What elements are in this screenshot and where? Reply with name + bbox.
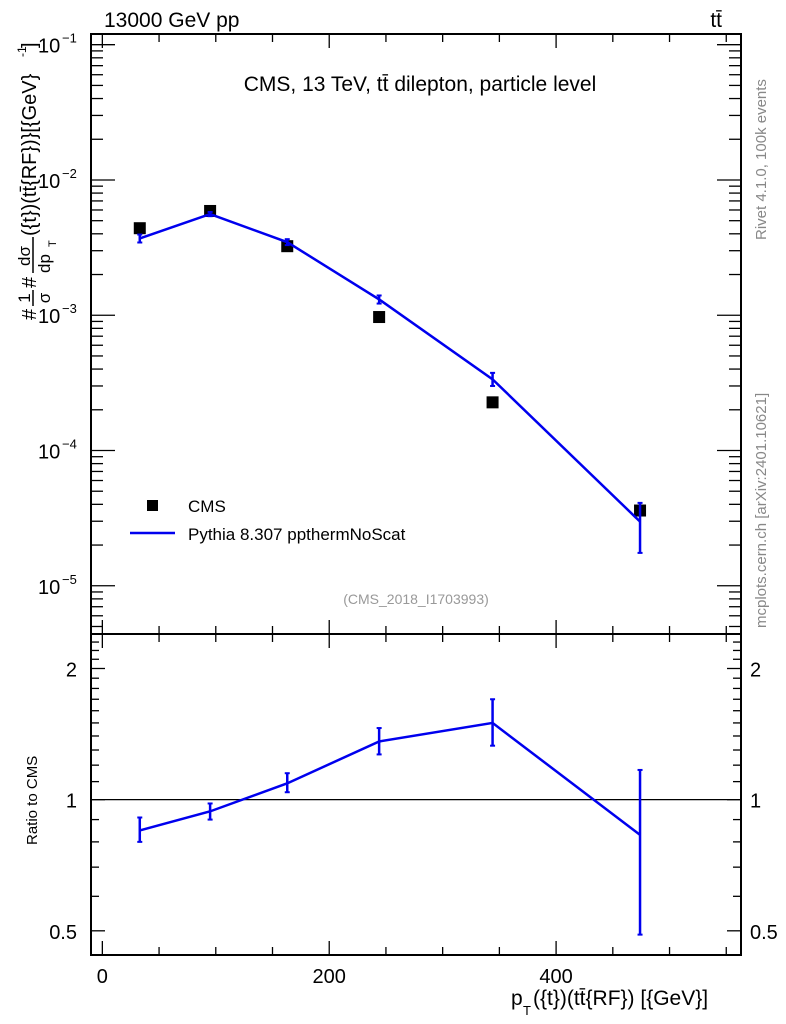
svg-text:({t})(tt̄{RF})}[{GeV}: ({t})(tt̄{RF})}[{GeV}: [19, 73, 41, 236]
svg-text:σ: σ: [35, 292, 54, 303]
ratio-y-tick-label-right: 2: [750, 659, 761, 681]
ratio-line: [139, 721, 641, 836]
ratio-y-tick-label: 0.5: [49, 922, 77, 944]
y-tick-label: 10: [38, 442, 60, 464]
y-tick-exponent: −5: [62, 572, 77, 587]
svg-text:#: #: [19, 276, 41, 288]
header-left: 13000 GeV pp: [104, 9, 239, 32]
analysis-label: (CMS_2018_I1703993): [343, 591, 489, 607]
header-right: tt̄: [710, 9, 722, 32]
legend-label-pythia: Pythia 8.307 ppthermNoScat: [188, 525, 406, 544]
y-tick-label: 10: [38, 171, 60, 193]
y-axis-label: # 1 σ # dσ dp T ({t})(tt̄{RF})}[{GeV} -1…: [15, 42, 59, 320]
legend-label-cms: CMS: [188, 497, 226, 516]
svg-text:p: p: [511, 987, 523, 1010]
y-tick-label: 10: [38, 36, 60, 58]
legend: CMS Pythia 8.307 ppthermNoScat: [130, 497, 406, 544]
ratio-y-tick-label-right: 1: [750, 791, 761, 813]
svg-text:-1: -1: [15, 46, 29, 57]
y-tick-exponent: −3: [62, 301, 77, 316]
ratio-y-tick-label: 2: [66, 659, 77, 681]
svg-text:]: ]: [19, 42, 41, 48]
main-plot-frame: [90, 33, 742, 635]
cms-data-point: [373, 311, 386, 324]
ratio-y-tick-label-right: 0.5: [750, 922, 778, 944]
svg-text:T: T: [523, 1003, 531, 1018]
mcplots-label: mcplots.cern.ch [arXiv:2401.10621]: [753, 393, 770, 628]
chart-title: CMS, 13 TeV, tt̄ dilepton, particle leve…: [244, 73, 597, 96]
y-tick-label: 10: [38, 306, 60, 328]
y-tick-exponent: −1: [62, 31, 77, 46]
pythia-line: [139, 212, 641, 523]
ratio-y-label: Ratio to CMS: [24, 756, 41, 845]
svg-text:T: T: [47, 240, 59, 247]
x-tick-label: 400: [539, 966, 572, 988]
x-tick-label: 0: [97, 966, 108, 988]
y-tick-exponent: −2: [62, 166, 77, 181]
svg-text:({t})(tt̄{RF}) [{GeV}]: ({t})(tt̄{RF}) [{GeV}]: [533, 987, 708, 1010]
cms-data-point: [486, 396, 499, 409]
y-tick-label: 10: [38, 577, 60, 599]
svg-text:dσ: dσ: [15, 246, 34, 266]
x-axis-label: p T ({t})(tt̄{RF}) [{GeV}]: [511, 987, 708, 1018]
cms-data-point: [133, 222, 146, 235]
legend-marker-cms: [147, 500, 158, 511]
svg-text:1: 1: [15, 293, 34, 302]
y-tick-exponent: −4: [62, 437, 77, 452]
rivet-label: Rivet 4.1.0, 100k events: [753, 79, 770, 240]
ratio-y-tick-label: 1: [66, 791, 77, 813]
x-tick-label: 200: [313, 966, 346, 988]
svg-text:dp: dp: [35, 254, 54, 273]
svg-text:#: #: [19, 308, 41, 320]
ratio-plot-frame: [90, 633, 742, 956]
